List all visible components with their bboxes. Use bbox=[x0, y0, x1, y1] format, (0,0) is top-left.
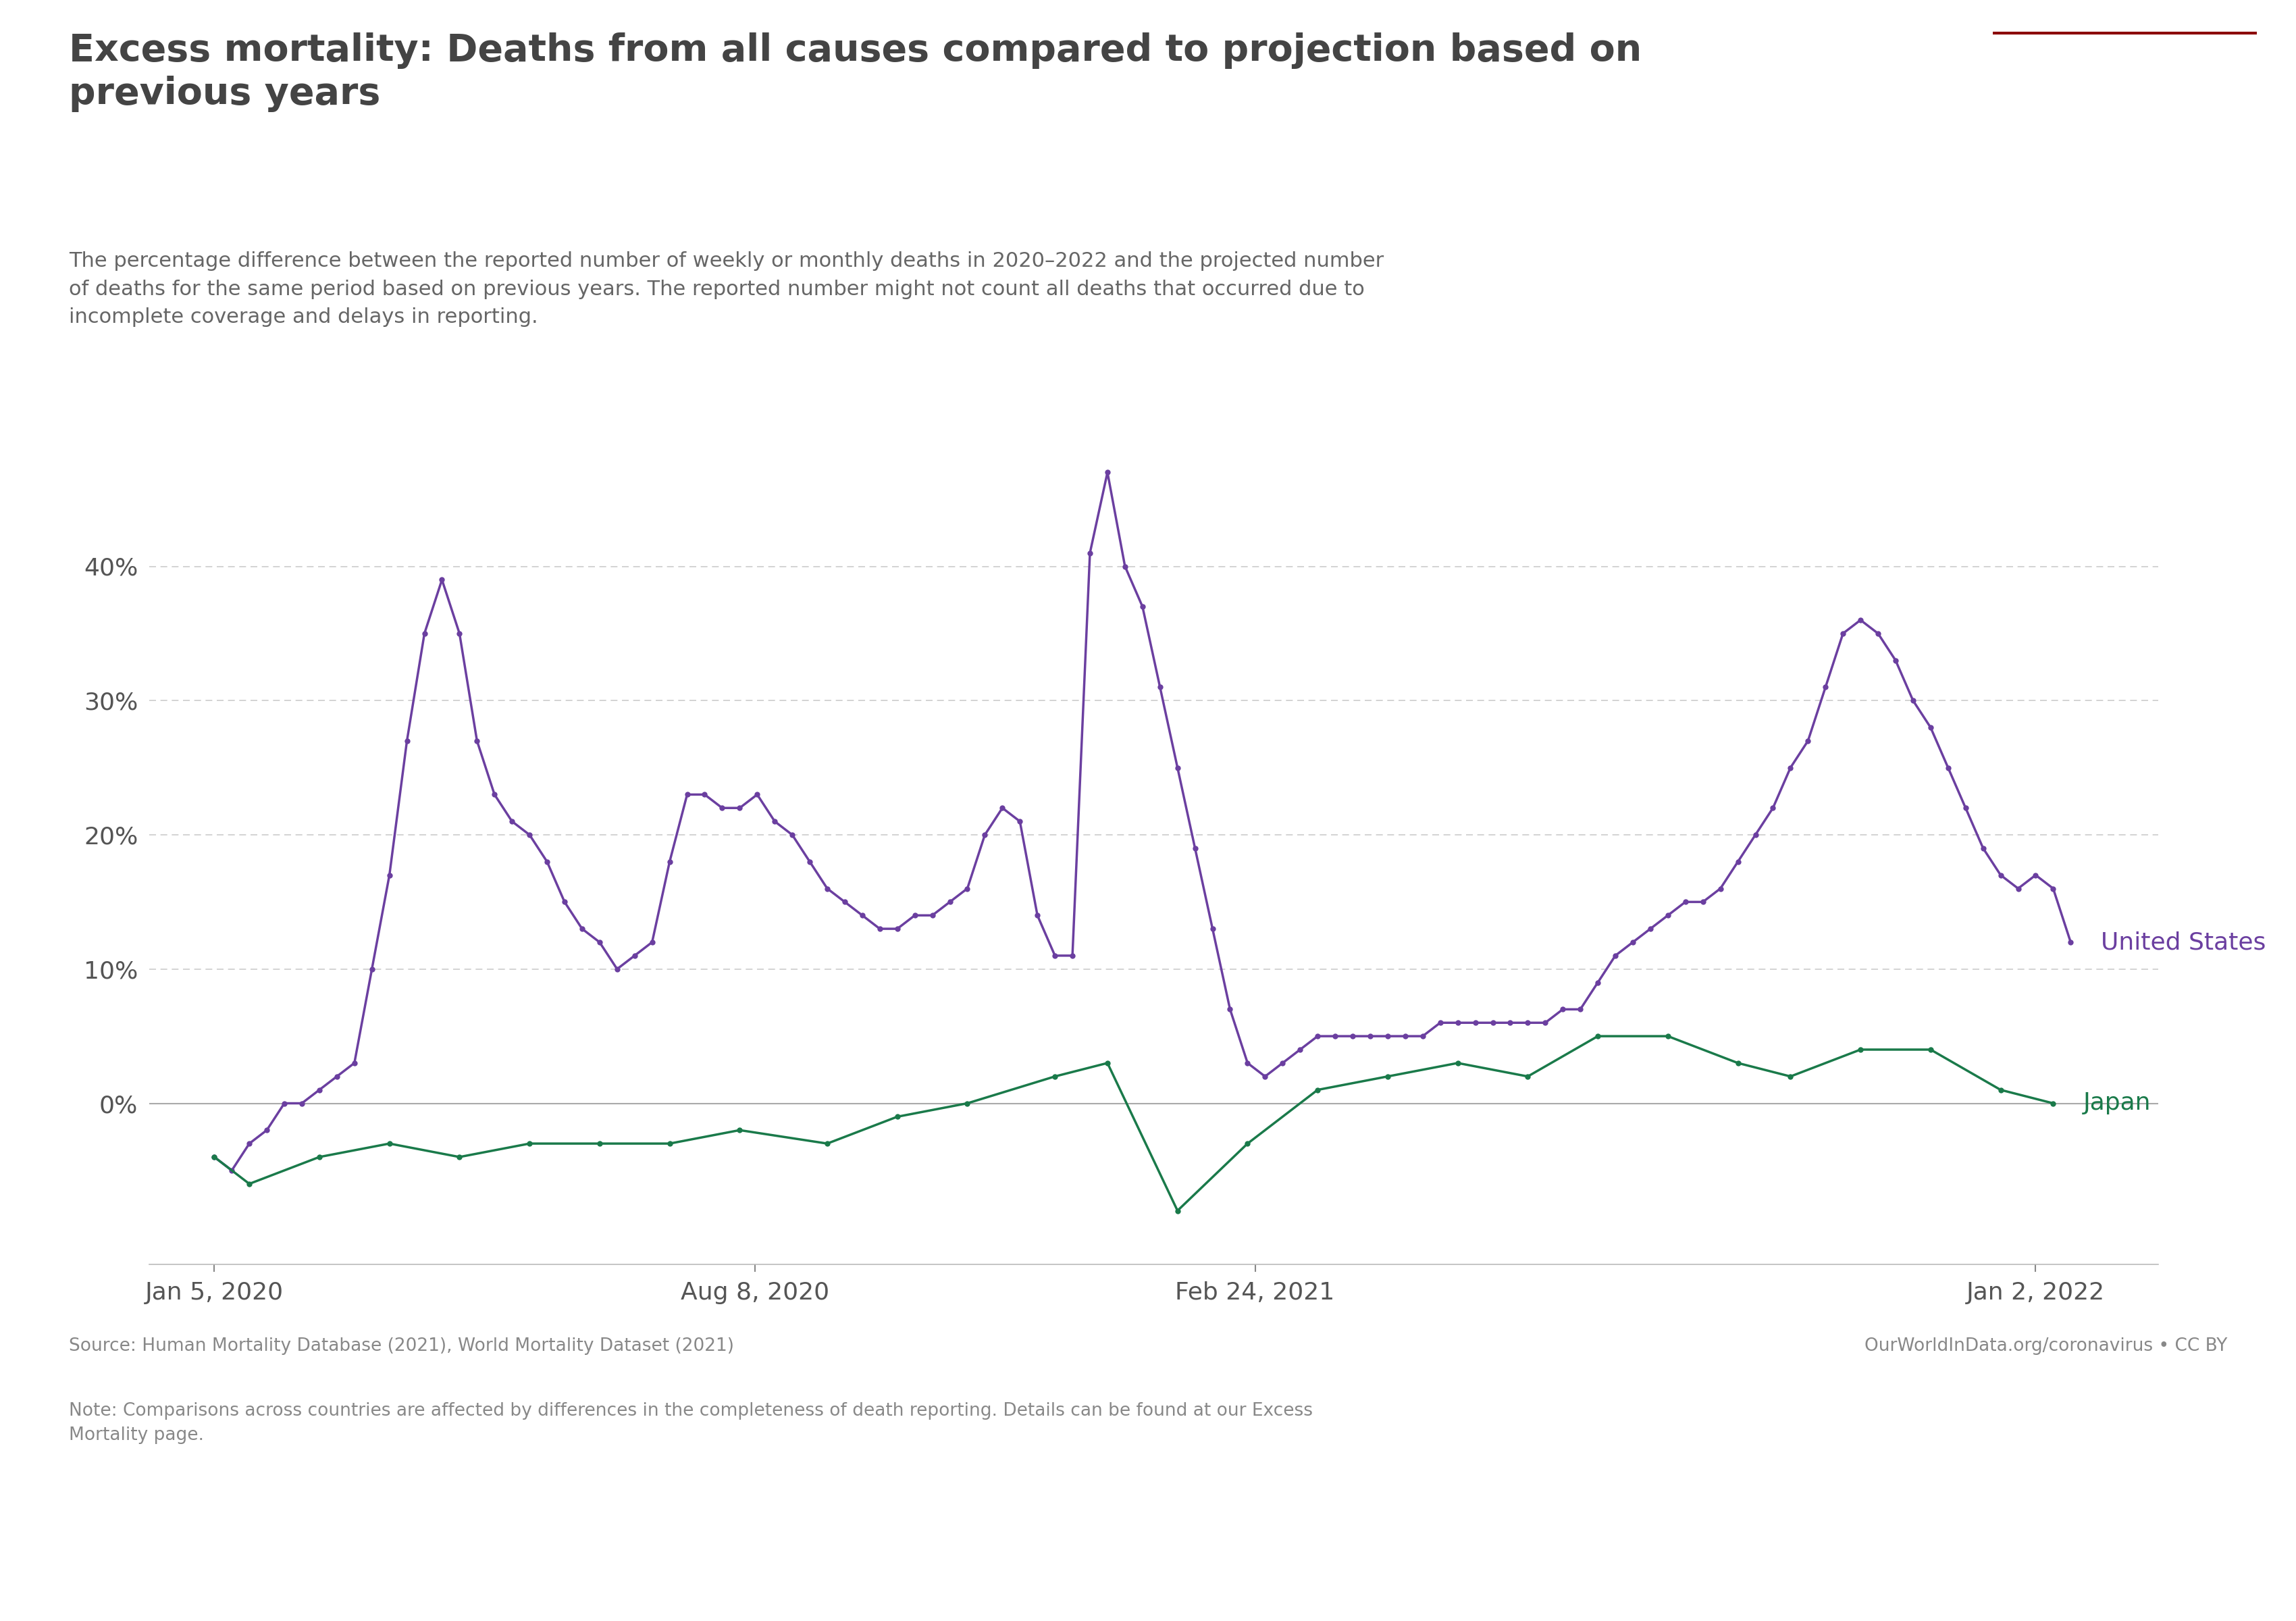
Text: OurWorldInData.org/coronavirus • CC BY: OurWorldInData.org/coronavirus • CC BY bbox=[1864, 1337, 2227, 1355]
Text: Source: Human Mortality Database (2021), World Mortality Dataset (2021): Source: Human Mortality Database (2021),… bbox=[69, 1337, 735, 1355]
Text: in Data: in Data bbox=[2087, 120, 2163, 139]
Text: Excess mortality: Deaths from all causes compared to projection based on
previou: Excess mortality: Deaths from all causes… bbox=[69, 32, 1642, 112]
Text: Japan: Japan bbox=[2082, 1093, 2151, 1115]
Text: The percentage difference between the reported number of weekly or monthly death: The percentage difference between the re… bbox=[69, 251, 1384, 327]
Text: United States: United States bbox=[2101, 930, 2266, 953]
Text: Our World: Our World bbox=[2071, 68, 2179, 88]
Text: Note: Comparisons across countries are affected by differences in the completene: Note: Comparisons across countries are a… bbox=[69, 1402, 1313, 1444]
